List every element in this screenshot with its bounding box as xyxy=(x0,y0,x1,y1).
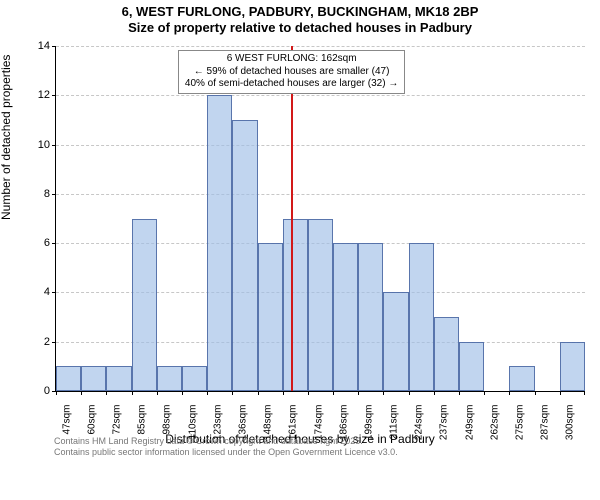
x-tick-label: 300sqm xyxy=(565,405,576,455)
bar xyxy=(232,120,257,391)
bar xyxy=(459,342,484,391)
y-tick-mark xyxy=(52,342,56,343)
x-tick-mark xyxy=(535,391,536,395)
y-tick-mark xyxy=(52,145,56,146)
bar xyxy=(560,342,585,391)
x-tick-mark xyxy=(484,391,485,395)
x-tick-mark xyxy=(308,391,309,395)
title-line-1: 6, WEST FURLONG, PADBURY, BUCKINGHAM, MK… xyxy=(0,4,600,20)
x-tick-label: 224sqm xyxy=(414,405,425,455)
x-tick-mark xyxy=(56,391,57,395)
y-tick-mark xyxy=(52,46,56,47)
bar xyxy=(258,243,283,391)
y-tick-label: 10 xyxy=(28,139,50,151)
bar xyxy=(358,243,383,391)
y-tick-mark xyxy=(52,95,56,96)
x-tick-mark xyxy=(560,391,561,395)
footer-text: Contains HM Land Registry data © Crown c… xyxy=(54,436,398,459)
chart-title: 6, WEST FURLONG, PADBURY, BUCKINGHAM, MK… xyxy=(0,0,600,37)
footer-line-1: Contains HM Land Registry data © Crown c… xyxy=(54,436,398,447)
chart-container: Number of detached properties 0246810121… xyxy=(0,40,600,460)
annotation-line-2: ← 59% of detached houses are smaller (47… xyxy=(185,66,398,79)
bar xyxy=(106,366,131,391)
y-tick-mark xyxy=(52,292,56,293)
y-tick-label: 14 xyxy=(28,40,50,52)
x-tick-mark xyxy=(81,391,82,395)
bar xyxy=(81,366,106,391)
x-tick-mark xyxy=(409,391,410,395)
annotation-box: 6 WEST FURLONG: 162sqm ← 59% of detached… xyxy=(178,50,405,94)
title-line-2: Size of property relative to detached ho… xyxy=(0,20,600,36)
y-tick-label: 0 xyxy=(28,385,50,397)
x-tick-mark xyxy=(333,391,334,395)
x-tick-mark xyxy=(358,391,359,395)
y-tick-label: 8 xyxy=(28,188,50,200)
y-tick-label: 6 xyxy=(28,237,50,249)
gridline xyxy=(56,46,585,47)
x-tick-label: 249sqm xyxy=(464,405,475,455)
x-tick-mark xyxy=(207,391,208,395)
x-tick-mark xyxy=(434,391,435,395)
bar xyxy=(157,366,182,391)
x-tick-mark xyxy=(258,391,259,395)
bar xyxy=(283,219,308,392)
x-tick-mark xyxy=(509,391,510,395)
annotation-line-3: 40% of semi-detached houses are larger (… xyxy=(185,78,398,91)
x-tick-mark xyxy=(459,391,460,395)
x-tick-mark xyxy=(106,391,107,395)
gridline xyxy=(56,95,585,96)
bar xyxy=(383,292,408,391)
plot-area: 0246810121447sqm60sqm72sqm85sqm98sqm110s… xyxy=(55,46,585,392)
bar xyxy=(409,243,434,391)
bar xyxy=(207,95,232,391)
gridline xyxy=(56,145,585,146)
x-tick-label: 262sqm xyxy=(489,405,500,455)
annotation-line-1: 6 WEST FURLONG: 162sqm xyxy=(185,53,398,66)
y-tick-mark xyxy=(52,243,56,244)
x-tick-mark xyxy=(584,391,585,395)
reference-line xyxy=(291,46,293,391)
bar xyxy=(56,366,81,391)
footer-line-2: Contains public sector information licen… xyxy=(54,447,398,458)
x-tick-mark xyxy=(383,391,384,395)
x-tick-label: 287sqm xyxy=(540,405,551,455)
bar xyxy=(509,366,534,391)
y-tick-label: 4 xyxy=(28,286,50,298)
bar xyxy=(308,219,333,392)
x-tick-label: 275sqm xyxy=(515,405,526,455)
bar xyxy=(132,219,157,392)
bar xyxy=(434,317,459,391)
y-tick-label: 2 xyxy=(28,336,50,348)
x-tick-mark xyxy=(182,391,183,395)
bar xyxy=(182,366,207,391)
x-tick-mark xyxy=(157,391,158,395)
x-tick-mark xyxy=(232,391,233,395)
y-tick-label: 12 xyxy=(28,89,50,101)
x-tick-mark xyxy=(132,391,133,395)
bar xyxy=(333,243,358,391)
gridline xyxy=(56,194,585,195)
y-tick-mark xyxy=(52,194,56,195)
x-tick-mark xyxy=(283,391,284,395)
y-axis-label: Number of detached properties xyxy=(0,55,13,220)
x-tick-label: 237sqm xyxy=(439,405,450,455)
